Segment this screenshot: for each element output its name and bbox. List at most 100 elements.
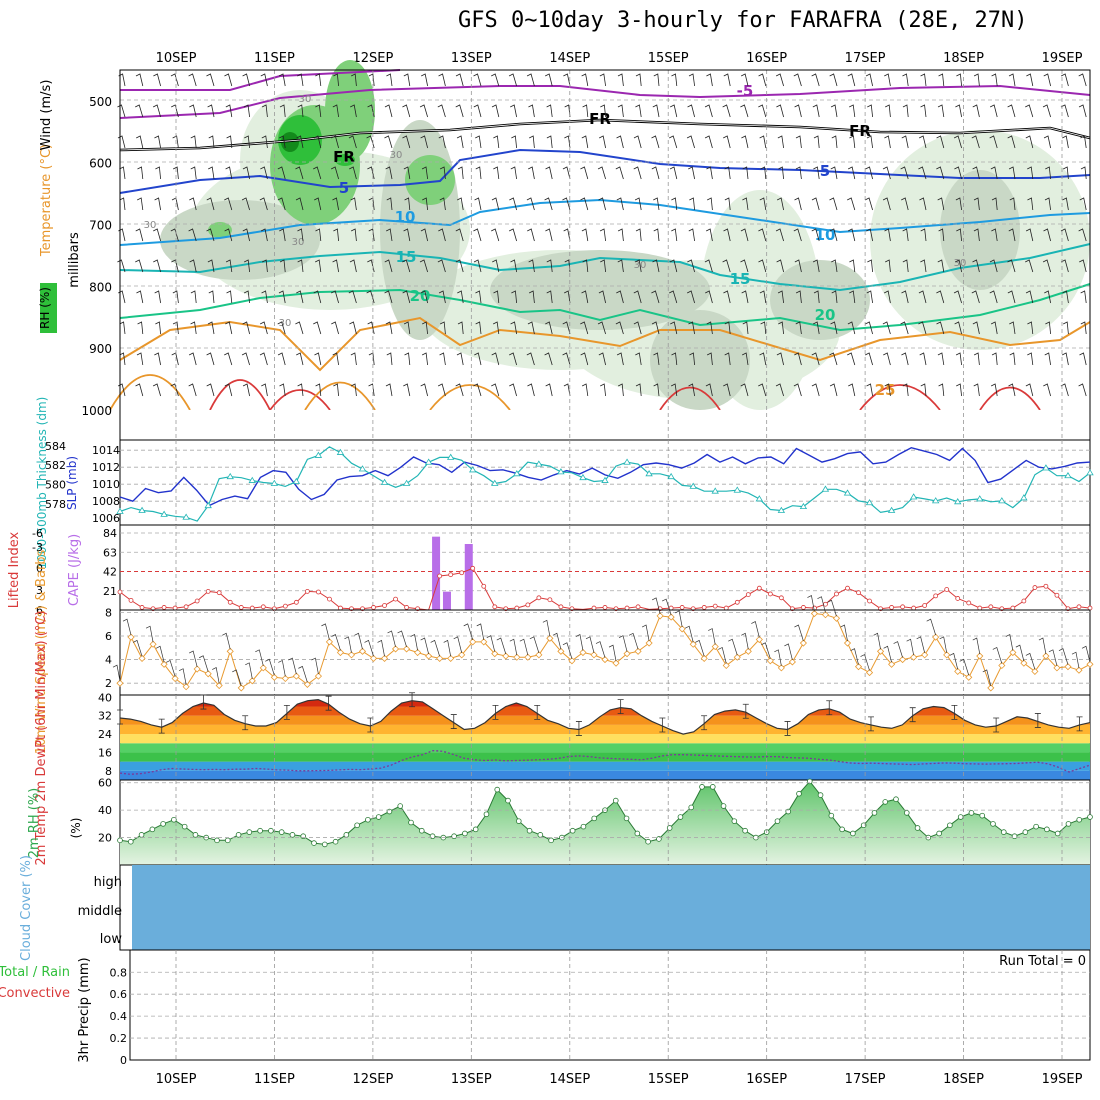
wind-barb-10-38 [793, 383, 802, 397]
temp-band-8 [120, 699, 1090, 707]
contour-label-19: 30 [279, 318, 292, 329]
wind-barb-5-46 [938, 228, 945, 242]
wind-barb-1-36 [758, 104, 767, 118]
wind10-barb-6 [178, 668, 187, 685]
wind-barb-4-54 [1079, 197, 1087, 211]
wind-barb-8-9 [277, 321, 286, 335]
wind-barb-2-17 [420, 135, 428, 149]
wind-barb-5-19 [455, 228, 464, 242]
wind10-barb-68 [860, 654, 870, 671]
wind-barb-5-3 [170, 228, 179, 242]
wind-barb-5-39 [811, 228, 820, 242]
wind-barb-9-1 [136, 352, 144, 366]
temp-band-6 [120, 715, 1090, 725]
wind-barb-4-36 [759, 197, 767, 211]
wind10-barb-16 [288, 657, 297, 675]
wind-barb-4-31 [671, 197, 678, 211]
wind-barb-4-34 [724, 197, 731, 211]
wind10-point-74 [932, 633, 940, 641]
thickness-tick-2: 582 [45, 459, 66, 472]
temp2m-minmax-16 [283, 704, 290, 720]
wind10-point-60 [777, 664, 785, 672]
thickness-point-6 [182, 513, 190, 520]
li-point-57 [745, 592, 751, 597]
wind-barb-2-11 [313, 135, 322, 149]
wind-barb-1-27 [600, 104, 606, 118]
rh2m-tick-0: 20 [98, 832, 112, 845]
wind-barb-9-30 [653, 352, 660, 366]
wind10-point-65 [832, 614, 841, 622]
wind-barb-2-30 [651, 135, 660, 149]
slp-axis-label: SLP (mb) [65, 456, 79, 510]
rh2m-tick-2: 60 [98, 777, 112, 790]
wind-barb-5-38 [793, 228, 802, 242]
rh2m-point-6 [181, 823, 188, 830]
wind-barb-5-5 [206, 228, 215, 242]
wind-barb-5-45 [920, 228, 927, 242]
bottom-day-label-0: 10SEP [156, 1072, 197, 1087]
wind-barb-2-52 [1043, 135, 1051, 149]
wind10-point-29 [436, 654, 444, 662]
wind-barb-1-10 [297, 104, 304, 118]
wind-barb-0-37 [775, 73, 784, 87]
wind10-barb-7 [189, 650, 198, 668]
wind-barb-2-1 [136, 135, 144, 149]
wind10-barb-33 [476, 623, 485, 640]
wind-barb-2-24 [546, 135, 553, 149]
rh2m-point-65 [817, 792, 824, 798]
wind-barb-6-38 [794, 259, 802, 273]
wind10-barb-47 [628, 632, 639, 650]
slp-line [119, 446, 1091, 507]
wind-barb-1-7 [243, 104, 250, 118]
wind-barb-6-22 [510, 259, 517, 273]
wind-barb-7-8 [261, 290, 268, 304]
wind-barb-5-50 [1008, 228, 1016, 242]
top-day-label-8: 18SEP [943, 51, 984, 66]
thickness-point-62 [799, 502, 808, 510]
wind-barb-10-19 [455, 383, 464, 397]
wind-barb-10-27 [600, 383, 606, 397]
wind10-barb-25 [387, 630, 396, 648]
wind-barb-0-33 [706, 73, 713, 87]
wind-barb-7-11 [313, 290, 322, 304]
wind-barb-0-25 [563, 73, 571, 87]
bottom-day-label-6: 16SEP [746, 1072, 787, 1087]
wind10-frame [119, 609, 1091, 696]
li-point-70 [889, 605, 894, 610]
wind-barb-0-53 [1060, 73, 1069, 87]
pressure-label-4: 900 [89, 342, 112, 356]
li-point-4 [161, 605, 167, 610]
wind-barb-7-14 [366, 290, 375, 304]
bottom-day-label-1: 11SEP [254, 1072, 295, 1087]
wind-barb-8-42 [865, 321, 873, 335]
wind-barb-1-2 [152, 104, 161, 118]
wind-barb-6-4 [189, 259, 197, 273]
thickness-point-32 [469, 466, 477, 473]
wind10-barb-41 [562, 642, 573, 659]
wind-barb-5-28 [617, 228, 624, 242]
wind-barb-0-24 [544, 73, 553, 87]
wind-barb-10-23 [527, 383, 535, 397]
temp2m-tick-0: 8 [105, 765, 112, 778]
wind-barb-7-22 [511, 290, 517, 304]
wind-barb-9-26 [580, 352, 589, 366]
wind-barb-1-40 [830, 104, 838, 118]
thickness-point-70 [887, 506, 896, 513]
wind-barb-10-33 [705, 383, 713, 397]
li-point-24 [382, 603, 387, 608]
wind-barb-7-53 [1062, 290, 1069, 304]
wind10-point-7 [193, 665, 201, 673]
wind-barb-10-7 [242, 383, 250, 397]
wind-barb-0-10 [297, 73, 304, 87]
wind-barb-9-42 [864, 352, 873, 366]
wind-barb-0-22 [508, 73, 517, 87]
wind-barb-6-3 [171, 259, 179, 273]
wind-barb-4-52 [1044, 197, 1051, 211]
rh2m-point-24 [375, 814, 382, 820]
wind10-barb-3 [145, 625, 154, 643]
wind-barb-6-19 [455, 259, 464, 273]
wind-barb-3-39 [813, 166, 820, 180]
rh2m-point-66 [828, 812, 835, 819]
wind-barb-2-7 [244, 135, 250, 149]
contour-freezing-inner [119, 119, 1091, 151]
